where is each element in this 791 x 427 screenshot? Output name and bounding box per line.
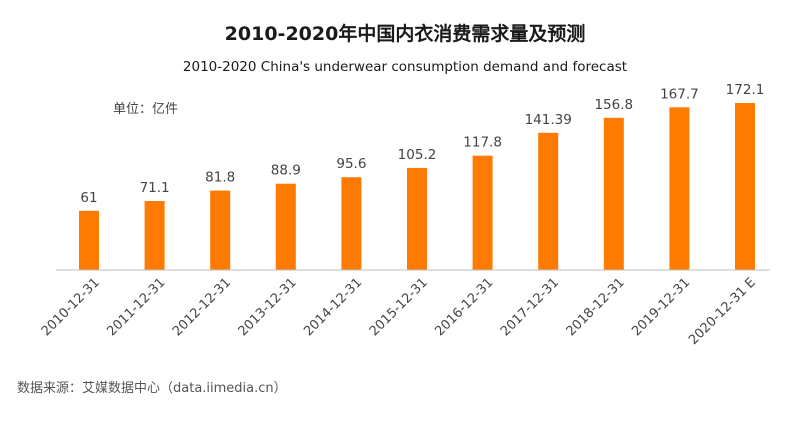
x-tick-label-2010-12-31: 2010-12-31 [39,275,103,339]
bar-2014-12-31 [341,177,362,270]
bar-2015-12-31 [407,167,427,270]
x-tick-label-2014-12-31: 2014-12-31 [301,275,365,339]
value-labels-group: 61 71.1 81.8 88.9 95.6 105.2 117.8 141.39 156.8 1… [80,82,764,206]
x-tick-label-2012-12-31: 2012-12-31 [170,275,234,339]
value-label-2011-12-31: 71.1 [140,180,170,196]
x-tick-label-2015-12-31: 2015-12-31 [367,275,431,339]
bar-2011-12-31 [144,201,165,270]
bar-2018-12-31 [603,117,624,270]
bar-2013-12-31 [275,183,296,270]
bar-2012-12-31 [210,190,231,270]
bars-group [79,103,755,270]
x-tick-label-2013-12-31: 2013-12-31 [236,275,300,339]
x-tick-label-2018-12-31: 2018-12-31 [564,275,628,339]
x-tick-labels-group: 2010-12-31 2011-12-31 2012-12-31 2013-12-31… [39,275,759,348]
x-tick-label-2011-12-31: 2011-12-31 [104,275,168,339]
value-label-2013-12-31: 88.9 [271,163,301,179]
bar-2016-12-31 [472,155,493,270]
bar-2019-12-31 [669,107,690,270]
chart-subtitle: 2010-2020 China's underwear consumption … [183,59,627,75]
value-label-2014-12-31: 95.6 [336,156,366,172]
value-label-2017-12-31: 141.39 [525,112,572,128]
source-text: 数据来源：艾媒数据中心（data.iimedia.cn） [17,381,287,396]
bar-2017-12-31 [538,132,559,270]
bar-2010-12-31 [79,210,99,270]
x-tick-label-2019-12-31: 2019-12-31 [629,275,693,339]
value-label-2018-12-31: 156.8 [594,97,633,113]
value-label-2020-12-31 E: 172.1 [726,82,765,98]
x-tick-label-2020-12-31 E: 2020-12-31 E [686,275,759,348]
x-tick-label-2017-12-31: 2017-12-31 [498,275,562,339]
value-label-2012-12-31: 81.8 [205,170,235,186]
value-label-2010-12-31: 61 [80,190,97,206]
unit-label: 单位：亿件 [113,102,178,117]
x-tick-label-2016-12-31: 2016-12-31 [432,275,496,339]
chart-title: 2010-2020年中国内衣消费需求量及预测 [225,22,586,45]
value-label-2019-12-31: 167.7 [660,86,699,102]
value-label-2015-12-31: 105.2 [398,147,437,163]
value-label-2016-12-31: 117.8 [463,135,502,151]
bar-2020-12-31 E [735,103,755,270]
